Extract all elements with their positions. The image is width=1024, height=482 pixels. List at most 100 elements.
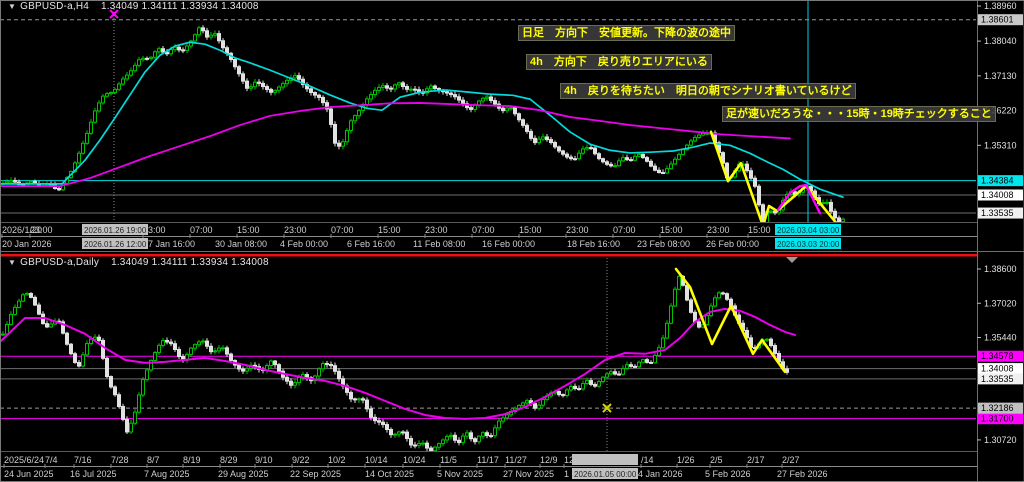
annotation-1[interactable]: 日足 方向下 安値更新。下降の波の途中 [518, 25, 735, 41]
annotation-3[interactable]: 4h 戻りを待ちたい 明日の朝でシナリオ書いているけど [560, 83, 856, 99]
plot-area[interactable] [0, 0, 977, 226]
time-highlight-box [775, 238, 841, 249]
time-highlight-box [572, 468, 638, 479]
date-label: 27 Jan 16:00 [143, 239, 195, 249]
daily-ohlc-values: 1.34049 1.34111 1.33934 1.34008 [111, 257, 269, 268]
time-label: 7/28 [111, 455, 129, 465]
collapse-triangle-icon[interactable]: ▼ [8, 258, 17, 267]
time-label: 15:00 [660, 225, 683, 235]
time-label: 12 [564, 455, 574, 465]
ma-slow-magenta[interactable] [0, 102, 791, 188]
price-tick-label: 1.36220 [984, 106, 1017, 116]
time-highlight-box [775, 224, 841, 235]
h4-chart-canvas[interactable]: 1.38960 1.38040 1.37130 1.36220 1.35310 1.386… [0, 0, 1024, 252]
time-label: 2026/1/20 [2, 225, 42, 235]
annotation-2[interactable]: 4h 方向下 戻り売りエリアにいる [526, 54, 712, 70]
time-highlight-label: 2026.01.26 12:00 [84, 240, 147, 249]
time-label: 10/2 [328, 455, 346, 465]
price-tick-label: 1.35310 [984, 140, 1017, 150]
date-label: 7 Aug 2025 [144, 469, 190, 479]
time-axis[interactable]: 2025/6/24 7/4 7/16 7/28 8/7 8/19 8/29 9/10 9/22 1… [0, 454, 977, 479]
date-label: 27 Feb 2026 [777, 469, 828, 479]
price-highlight-box [978, 189, 1024, 201]
date-label: 23 Feb 08:00 [637, 239, 690, 249]
date-label: 4 Feb 00:00 [280, 239, 328, 249]
time-label: 23:00 [425, 225, 448, 235]
date-label: 5 Feb 2026 [705, 469, 751, 479]
h4-chart-header: ▼ GBPUSD-a,H4 1.34049 1.34111 1.33934 1.34… [8, 1, 259, 12]
price-highlight-label: 1.33535 [981, 374, 1014, 384]
time-label: 7/16 [74, 455, 92, 465]
price-axis[interactable]: 1.38960 1.38040 1.37130 1.36220 1.35310 1.386… [977, 1, 1024, 219]
price-highlight-label: 1.32186 [981, 403, 1014, 413]
chart-shift-triangle-icon[interactable] [786, 257, 798, 263]
date-label: 1 [564, 469, 569, 479]
daily-symbol-label: GBPUSD-a,Daily [20, 257, 100, 268]
date-label: 22 Sep 2025 [290, 469, 341, 479]
date-label: 16 Jul 2025 [70, 469, 117, 479]
date-label: 26 Feb 00:00 [706, 239, 759, 249]
time-label: 7/4 [45, 455, 58, 465]
ma-magenta[interactable] [0, 307, 796, 420]
time-label: 07:00 [190, 225, 213, 235]
time-highlight-label: 2026.01.05 00:00 [574, 470, 637, 479]
price-highlight-label: 1.34008 [981, 190, 1014, 200]
x-marker[interactable] [602, 403, 612, 413]
price-highlight-label: 1.38601 [981, 15, 1014, 25]
date-label: 30 Jan 08:00 [215, 239, 267, 249]
date-label: 16 Feb 00:00 [482, 239, 535, 249]
date-label: 29 Aug 2025 [218, 469, 269, 479]
time-highlight-box [82, 224, 148, 235]
annotation-4[interactable]: 足が速いだろうな・・・15時・19時チェックすること [722, 106, 996, 122]
time-axis[interactable]: 2026/1/20 23:00 23:00 07:00 15:00 23:00 07:00 1… [0, 224, 977, 249]
time-label: 8/7 [147, 455, 160, 465]
chart-window-h4: 1.38960 1.38040 1.37130 1.36220 1.35310 1.386… [0, 0, 1024, 252]
price-tick-label: 1.30720 [984, 435, 1017, 445]
daily-chart-canvas[interactable]: 1.38600 1.37020 1.35440 1.30720 1.34578 1.340… [0, 252, 1024, 482]
h4-ohlc-values: 1.34049 1.34111 1.33934 1.34008 [101, 1, 259, 12]
collapse-triangle-icon[interactable]: ▼ [8, 2, 17, 11]
price-tick-label: 1.38960 [984, 1, 1017, 11]
time-highlight-label: 2026.03.04 03:00 [777, 226, 840, 235]
date-label: 11 Feb 08:00 [413, 239, 465, 249]
price-highlight-box [978, 14, 1024, 26]
price-highlight-label: 1.34578 [981, 351, 1014, 361]
time-highlight-box [572, 454, 638, 465]
price-highlight-box [978, 413, 1024, 425]
time-label: /14 [641, 455, 654, 465]
price-tick-label: 1.37020 [984, 298, 1017, 308]
price-tick-label: 1.35440 [984, 333, 1017, 343]
time-label: 15:00 [378, 225, 401, 235]
price-tick-label: 1.38600 [984, 264, 1017, 274]
x-marker[interactable] [109, 9, 119, 19]
time-label: 1/26 [677, 455, 695, 465]
time-label: 9/22 [292, 455, 310, 465]
ma-fast-cyan[interactable] [0, 41, 844, 199]
plot-area[interactable] [0, 255, 977, 454]
price-tick-label: 1.37130 [984, 71, 1017, 81]
time-label: 9/10 [255, 455, 273, 465]
time-label: 23:00 [566, 225, 589, 235]
time-label: 23:00 [143, 225, 166, 235]
time-label: 07:00 [472, 225, 495, 235]
time-label: 12/9 [540, 455, 558, 465]
time-label: 07:00 [613, 225, 636, 235]
short-ma-magenta[interactable] [776, 183, 822, 215]
chart-window-daily: 1.38600 1.37020 1.35440 1.30720 1.34578 1.340… [0, 252, 1024, 482]
price-highlight-box [978, 402, 1024, 414]
price-axis[interactable]: 1.38600 1.37020 1.35440 1.30720 1.34578 1.340… [977, 264, 1024, 445]
zigzag-yellow[interactable] [674, 267, 787, 374]
time-label: 23:00 [707, 225, 730, 235]
time-label: 15:00 [237, 225, 260, 235]
date-label: 20 Jan 2026 [2, 239, 52, 249]
time-label: 07:00 [331, 225, 354, 235]
date-label: 14 Oct 2025 [365, 469, 414, 479]
price-highlight-box [978, 363, 1024, 375]
panel-bg [0, 252, 1024, 482]
candles [1, 25, 845, 222]
price-tick-label: 1.38040 [984, 36, 1017, 46]
zigzag-yellow[interactable] [709, 130, 838, 226]
price-highlight-box [978, 350, 1024, 362]
date-label: 24 Jun 2025 [4, 469, 54, 479]
